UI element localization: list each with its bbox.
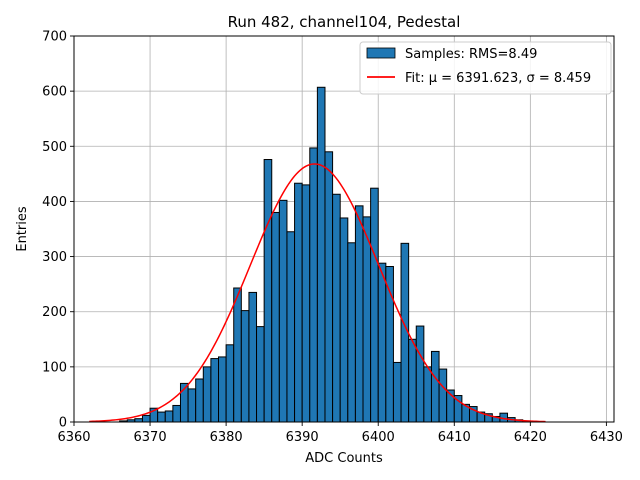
histogram-bar [339, 217, 349, 423]
histogram-bar [286, 231, 296, 423]
histogram-bar [354, 205, 364, 423]
histogram-bar [278, 199, 288, 423]
histogram-bars [119, 86, 531, 423]
histogram-bar [423, 366, 432, 423]
histogram-bar [347, 242, 356, 423]
fit-curve [89, 163, 546, 423]
y-tick-label: 400 [42, 195, 67, 210]
x-tick-label: 6430 [590, 430, 623, 445]
histogram-bar [157, 411, 166, 423]
x-tick-label: 6370 [134, 430, 167, 445]
y-tick-label: 700 [42, 30, 67, 45]
histogram-bar [271, 211, 280, 423]
histogram-bar [256, 326, 265, 423]
histogram-bar [218, 356, 227, 423]
y-tick-label: 500 [42, 140, 67, 155]
plot-frame [73, 35, 615, 423]
histogram-bar [438, 368, 448, 423]
legend-box [359, 41, 612, 95]
legend: Samples: RMS=8.49 Fit: μ = 6391.623, σ =… [359, 41, 612, 95]
histogram-bar [309, 147, 318, 423]
histogram-bar [240, 310, 250, 423]
x-axis-label: ADC Counts [305, 451, 383, 466]
histogram-bar [294, 182, 303, 423]
histogram-bar [233, 287, 242, 423]
histogram-bar [370, 187, 379, 423]
chart-title: Run 482, channel104, Pedestal [228, 13, 461, 31]
histogram-bar [263, 159, 273, 423]
histogram-bar [377, 262, 387, 423]
x-axis-ticks: 6360 6370 6380 6390 6400 6410 6420 6430 [57, 422, 623, 445]
histogram-bar [362, 216, 372, 423]
histogram-bar [187, 388, 197, 423]
legend-label-fit: Fit: μ = 6391.623, σ = 8.459 [405, 71, 591, 86]
y-tick-label: 200 [42, 305, 67, 320]
y-axis-ticks: 0 100 200 300 400 500 600 700 [42, 30, 74, 431]
y-tick-label: 600 [42, 85, 67, 100]
histogram-bar [202, 366, 212, 423]
y-axis-label: Entries [15, 206, 30, 252]
histogram-bar [430, 350, 440, 423]
legend-swatch-samples [366, 47, 396, 59]
x-tick-label: 6400 [362, 430, 395, 445]
x-tick-label: 6390 [286, 430, 319, 445]
histogram-bar [141, 414, 151, 423]
histogram-bar [316, 86, 326, 423]
histogram-bar [210, 358, 220, 423]
histogram-bar [324, 151, 334, 423]
x-tick-label: 6380 [210, 430, 243, 445]
y-tick-label: 300 [42, 250, 67, 265]
histogram-bar [392, 361, 402, 423]
x-tick-label: 6420 [514, 430, 547, 445]
histogram-bar [164, 410, 174, 423]
histogram-bar [415, 325, 425, 423]
x-tick-label: 6360 [57, 430, 90, 445]
legend-label-samples: Samples: RMS=8.49 [405, 47, 537, 62]
histogram-bar [248, 291, 258, 423]
y-tick-label: 0 [59, 416, 67, 431]
histogram-bar [195, 378, 204, 423]
y-tick-label: 100 [42, 360, 67, 375]
histogram-bar [225, 344, 235, 423]
x-tick-label: 6410 [438, 430, 471, 445]
histogram-bar [301, 184, 311, 423]
histogram-bar [172, 404, 181, 423]
histogram-bar [332, 193, 341, 423]
histogram-bar [408, 338, 417, 423]
